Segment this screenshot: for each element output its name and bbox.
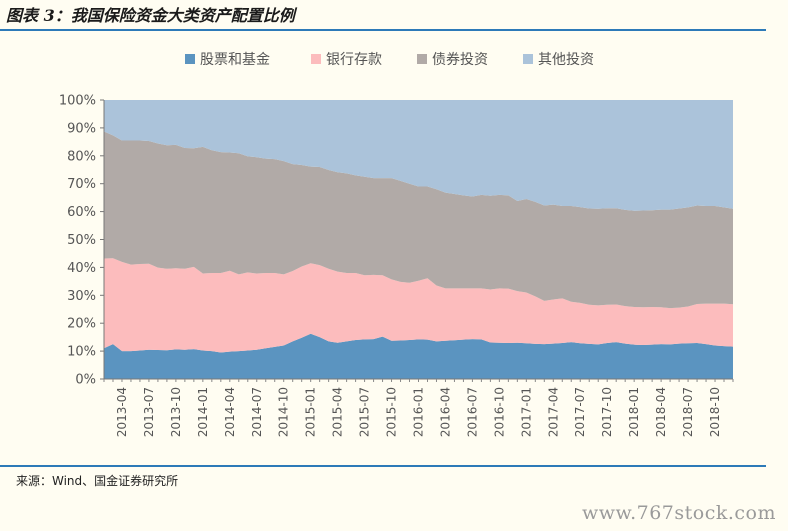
x-tick-label: 2017-01 <box>519 387 533 437</box>
x-tick-label: 2016-10 <box>492 387 506 437</box>
x-tick-label: 2015-07 <box>358 387 372 437</box>
chart-legend: 股票和基金 银行存款 债券投资 其他投资 <box>185 51 594 68</box>
x-tick-label: 2017-07 <box>573 387 587 437</box>
legend-label-3: 债券投资 <box>432 52 488 68</box>
top-divider <box>0 29 766 31</box>
y-tick-label: 20% <box>67 317 96 332</box>
watermark: www.767stock.com <box>582 502 776 524</box>
source-note: 来源：Wind、国金证券研究所 <box>16 474 179 488</box>
x-tick-label: 2018-04 <box>654 387 668 437</box>
y-tick-label: 0% <box>75 373 96 388</box>
legend-swatch-4 <box>523 54 533 64</box>
legend-swatch-3 <box>417 54 427 64</box>
x-tick-label: 2013-07 <box>142 387 156 437</box>
area-series-4 <box>104 100 733 211</box>
chart-axes: 0% 10% 20% 30% 40% 50% 60% 70% 80% 90% 100% 2013-04… <box>59 94 734 437</box>
legend-label-4: 其他投资 <box>538 52 594 68</box>
chart-areas <box>104 100 733 379</box>
y-tick-label: 70% <box>67 177 96 192</box>
x-tick-label: 2013-04 <box>115 387 129 437</box>
x-tick-label: 2014-07 <box>250 387 264 437</box>
x-tick-label: 2014-01 <box>196 387 210 437</box>
legend-swatch-1 <box>185 54 195 64</box>
area-series-2 <box>104 258 733 353</box>
y-tick-label: 90% <box>67 121 96 136</box>
y-tick-label: 80% <box>67 149 96 164</box>
x-tick-label: 2017-10 <box>600 387 614 437</box>
x-tick-label: 2014-04 <box>223 387 237 437</box>
legend-label-1: 股票和基金 <box>200 51 270 68</box>
y-tick-label: 10% <box>67 345 96 360</box>
y-tick-label: 40% <box>67 261 96 276</box>
x-tick-label: 2016-04 <box>438 387 452 437</box>
x-tick-label: 2015-10 <box>385 387 399 437</box>
legend-swatch-2 <box>311 54 321 64</box>
y-tick-label: 100% <box>59 94 96 109</box>
x-tick-label: 2018-10 <box>708 387 722 437</box>
legend-label-2: 银行存款 <box>326 52 382 68</box>
x-tick-label: 2015-04 <box>331 387 345 437</box>
y-tick-label: 30% <box>67 289 96 304</box>
x-tick-label: 2015-01 <box>304 387 318 437</box>
y-tick-label: 60% <box>67 205 96 220</box>
x-tick-label: 2014-10 <box>277 387 291 437</box>
x-tick-label: 2018-07 <box>681 387 695 437</box>
bottom-divider <box>0 465 766 467</box>
area-series-3 <box>104 131 733 309</box>
x-tick-label: 2018-01 <box>627 387 641 437</box>
area-series-1 <box>104 333 733 379</box>
x-tick-label: 2016-01 <box>412 387 426 437</box>
stacked-area-chart: 股票和基金 银行存款 债券投资 其他投资 0% 10% 20% 30% 40% 50% 60% 70… <box>59 51 734 437</box>
figure-title: 图表 3：我国保险资金大类资产配置比例 <box>6 6 295 25</box>
x-tick-label: 2016-07 <box>465 387 479 437</box>
x-tick-label: 2013-10 <box>169 387 183 437</box>
x-tick-label: 2017-04 <box>546 387 560 437</box>
y-tick-label: 50% <box>67 233 96 248</box>
